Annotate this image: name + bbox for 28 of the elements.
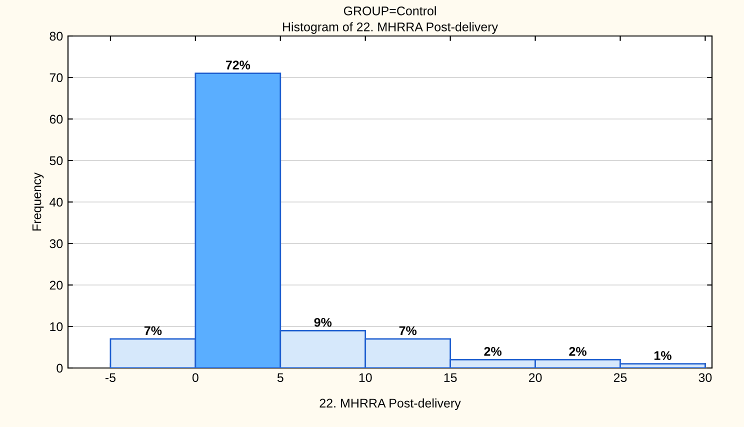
y-tick-label: 0 [56, 364, 63, 373]
y-tick-label: 80 [50, 32, 63, 41]
annotation: 2% [484, 346, 502, 356]
y-tick-label: 10 [50, 322, 63, 332]
x-tick-label: 25 [614, 373, 627, 382]
y-axis-title: Frequency [32, 172, 44, 230]
y-tick-label: 50 [50, 156, 63, 166]
x-axis-title: 22. MHRRA Post-delivery [320, 398, 461, 410]
y-tick-label: 20 [50, 280, 63, 290]
y-tick-label: 70 [50, 73, 63, 82]
annotation: 7% [144, 326, 162, 336]
annotation: 9% [314, 318, 332, 327]
y-tick-label: 40 [50, 198, 63, 207]
annotation: 1% [654, 351, 672, 360]
x-tick-label: 10 [359, 373, 372, 382]
y-tick-label: 60 [50, 114, 63, 124]
annotation: 7% [399, 326, 417, 336]
x-tick-label: 5 [277, 373, 284, 382]
x-tick-label: 30 [698, 373, 712, 382]
x-tick-label: -5 [105, 373, 116, 382]
x-tick-label: 15 [444, 373, 457, 382]
y-tick-label: 30 [50, 239, 63, 248]
x-tick-label: 0 [192, 373, 198, 382]
chart-title: GROUP=Control [344, 6, 436, 16]
annotation: 72% [226, 60, 250, 70]
x-tick-label: 20 [528, 373, 542, 382]
chart-subtitle: Histogram of 22. MHRRA Post-delivery [283, 22, 498, 34]
annotation: 2% [569, 346, 586, 356]
